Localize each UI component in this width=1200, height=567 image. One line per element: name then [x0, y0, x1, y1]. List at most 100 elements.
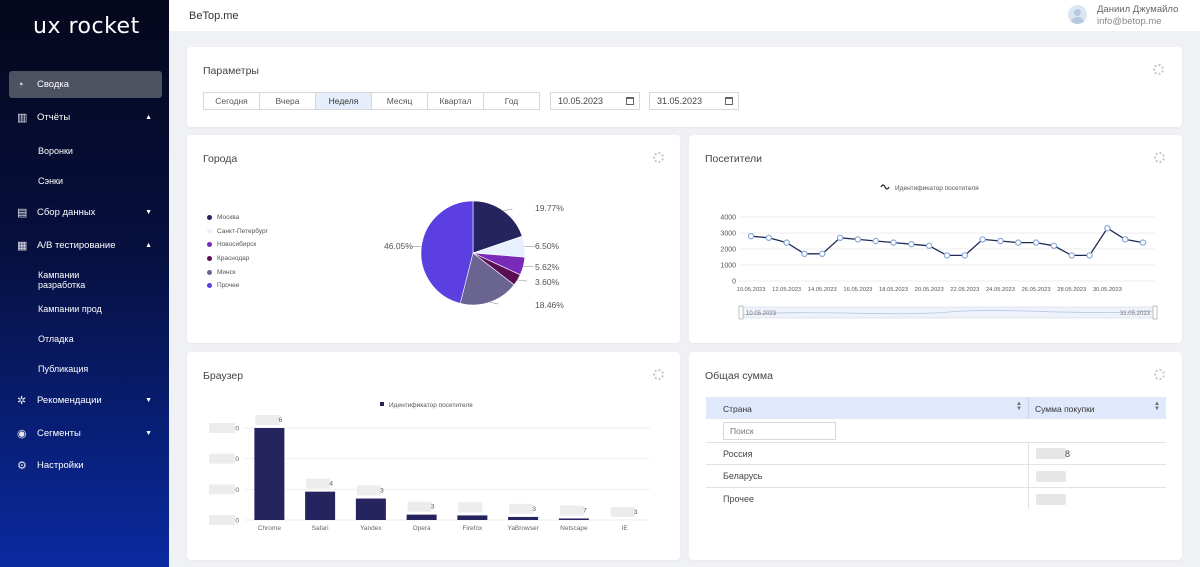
- x-tick-label: Safari: [312, 525, 329, 532]
- total-sum-card: Общая сумма Страна ▲▼ Сумма покупки ▲▼ Р…: [689, 352, 1182, 560]
- x-tick-label: 12.05.2023: [772, 287, 801, 293]
- redacted-tick: [209, 484, 235, 495]
- bar: [558, 518, 589, 520]
- gear-icon: ⚙: [17, 460, 27, 472]
- bar: [457, 515, 488, 520]
- ab-test-icon: ▦: [17, 240, 28, 252]
- data-point: [872, 237, 879, 245]
- gear-icon[interactable]: [653, 152, 664, 163]
- date-to-input[interactable]: 31.05.2023: [649, 92, 739, 110]
- y-tick-label: 3000: [720, 231, 736, 238]
- legend-label: Санкт-Петербург: [217, 228, 268, 235]
- period-yesterday-button[interactable]: Вчера: [259, 92, 316, 110]
- gauge-icon: ◔: [17, 78, 24, 91]
- sort-icon[interactable]: ▲ ▼: [1154, 401, 1160, 412]
- gear-icon[interactable]: [653, 369, 664, 380]
- chevron-down-icon: ▼: [145, 209, 152, 216]
- series-line: [750, 227, 1144, 257]
- legend-item[interactable]: Минск: [207, 269, 236, 276]
- period-year-button[interactable]: Год: [483, 92, 540, 110]
- legend-item[interactable]: Санкт-Петербург: [207, 228, 268, 235]
- app-logo[interactable]: ux rocket: [33, 14, 140, 39]
- legend-item[interactable]: Новосибирск: [207, 241, 256, 248]
- visitors-line-chart: Идентификатор посетителя 0 1000 2000 3000 400…: [720, 184, 1158, 320]
- table-cell-sum: 8: [1065, 449, 1071, 459]
- y-tick-label: 0: [235, 518, 239, 525]
- data-label: 3: [380, 488, 384, 495]
- data-label: 7: [583, 507, 587, 514]
- redacted-label: [356, 485, 381, 496]
- data-point: [1032, 239, 1040, 246]
- legend-item[interactable]: Прочее: [207, 282, 239, 289]
- data-point: [1015, 239, 1022, 246]
- gear-icon[interactable]: [1154, 152, 1165, 163]
- calendar-icon[interactable]: [626, 97, 634, 105]
- sort-icon[interactable]: ▲ ▼: [1016, 401, 1022, 412]
- sidebar-sub-publish[interactable]: Публикация: [38, 364, 89, 374]
- data-point: [961, 252, 969, 259]
- period-month-button[interactable]: Месяц: [371, 92, 428, 110]
- data-label: 3: [634, 509, 638, 516]
- table-cell-country: Россия: [723, 449, 753, 459]
- pie-label: 18.46%: [535, 300, 564, 310]
- data-point: [1139, 239, 1147, 246]
- legend-item[interactable]: Краснодар: [207, 255, 249, 262]
- sidebar-sub-campaigns-dev[interactable]: Кампании разработка: [38, 270, 86, 290]
- sidebar-item-label: Отчёты: [37, 112, 71, 123]
- data-point: [1086, 252, 1093, 259]
- sidebar-sub-funnels[interactable]: Воронки: [38, 146, 73, 156]
- range-slider-preview: [740, 310, 1156, 316]
- x-tick-label: Yandex: [360, 525, 382, 532]
- redacted-label: [458, 502, 483, 513]
- gear-icon[interactable]: [1154, 369, 1165, 380]
- bar: [406, 514, 437, 520]
- redacted-label: [610, 507, 635, 517]
- legend-label: Идентификатор посетителя: [389, 402, 473, 409]
- sidebar-item-label: Сбор данных: [37, 207, 96, 218]
- legend-label: Краснодар: [217, 255, 250, 262]
- pie-leader-line: [503, 208, 513, 212]
- data-label: 4: [329, 481, 333, 488]
- y-tick-label: 0: [235, 456, 239, 463]
- pie-leader-line: [523, 265, 534, 267]
- x-tick-label: YaBrowser: [507, 525, 539, 532]
- data-point: [1050, 242, 1058, 250]
- data-point: [1104, 224, 1111, 232]
- sidebar-item-settings[interactable]: ⚙ Настройки: [9, 452, 162, 479]
- x-tick-label: 30.05.2023: [1093, 287, 1122, 293]
- x-tick-label: 22.05.2023: [950, 287, 979, 293]
- sidebar-item-reports[interactable]: ▥ Отчёты ▲: [9, 104, 162, 131]
- sidebar-item-ab-testing[interactable]: ▦ A/B тестирование ▲: [9, 232, 162, 259]
- pie-label: 3.60%: [535, 277, 560, 287]
- data-point: [765, 234, 773, 242]
- x-tick-label: Firefox: [462, 525, 483, 532]
- sidebar-item-label: Сегменты: [37, 428, 81, 439]
- y-tick-label: 0: [235, 487, 239, 494]
- column-header-sum[interactable]: Сумма покупки: [1035, 404, 1095, 414]
- settings-icon: ✲: [17, 395, 27, 407]
- period-today-button[interactable]: Сегодня: [203, 92, 260, 110]
- x-tick-label: 28.05.2023: [1057, 287, 1086, 293]
- column-header-country[interactable]: Страна: [723, 404, 752, 414]
- legend-item[interactable]: Москва: [207, 214, 239, 221]
- data-point: [819, 250, 826, 258]
- sidebar-sub-debug[interactable]: Отладка: [38, 334, 74, 344]
- sidebar-sub-sankey[interactable]: Сэнки: [38, 176, 64, 186]
- gear-icon[interactable]: [1153, 64, 1164, 75]
- x-tick-label: 18.05.2023: [879, 287, 908, 293]
- sidebar-item-summary[interactable]: ◔ Сводка: [9, 71, 162, 98]
- date-from-input[interactable]: 10.05.2023: [550, 92, 640, 110]
- calendar-icon[interactable]: [725, 97, 733, 105]
- sidebar-item-segments[interactable]: ◉ Сегменты ▼: [9, 420, 162, 447]
- period-week-button[interactable]: Неделя: [315, 92, 372, 110]
- sidebar-item-recommendations[interactable]: ✲ Рекомендации ▼: [9, 387, 162, 414]
- sidebar-sub-campaigns-prod[interactable]: Кампании прод: [38, 304, 102, 314]
- data-point: [890, 239, 897, 246]
- sidebar-item-data-collection[interactable]: ▤ Сбор данных ▼: [9, 199, 162, 226]
- avatar[interactable]: [1068, 5, 1087, 24]
- search-input[interactable]: [723, 422, 836, 440]
- y-tick-label: 0: [732, 279, 736, 286]
- period-quarter-button[interactable]: Квартал: [427, 92, 484, 110]
- legend-dot: [207, 215, 212, 220]
- data-point: [997, 237, 1004, 245]
